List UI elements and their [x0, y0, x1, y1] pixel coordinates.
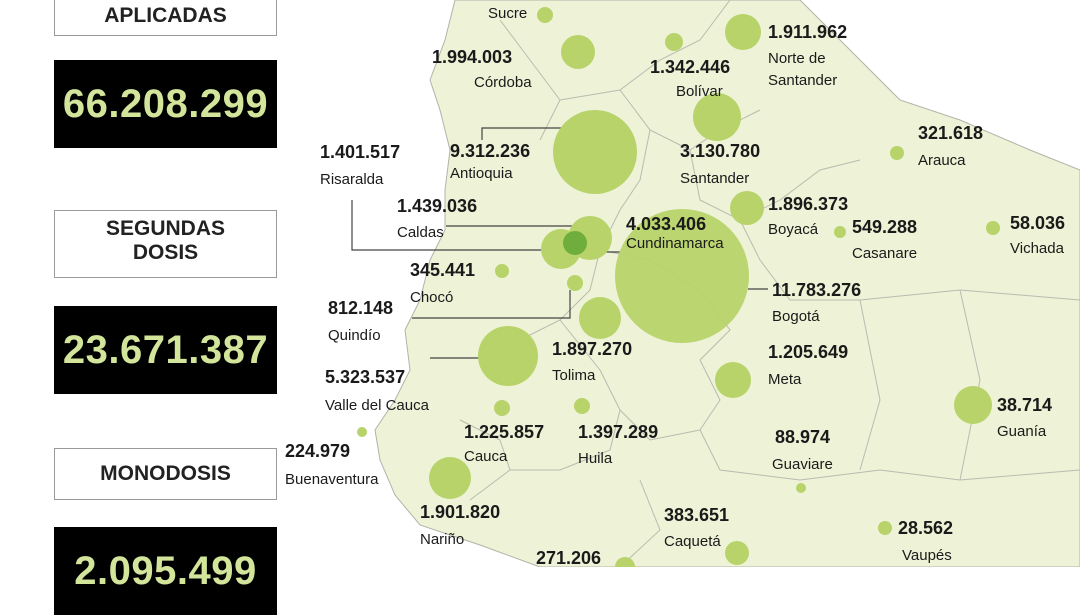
label-cordoba-name: Córdoba	[474, 74, 532, 91]
label-cordoba-value: 1.994.003	[432, 47, 512, 67]
label-guaviare-value: 88.974	[775, 427, 830, 447]
label-bogota-name: Bogotá	[772, 308, 820, 325]
label-bolivar-value: 1.342.446	[650, 57, 730, 77]
bubble-huila	[574, 398, 590, 414]
bubble-vaupes	[878, 521, 892, 535]
bubbles	[357, 7, 1000, 567]
bubble-valle	[478, 326, 538, 386]
label-vaupes-name: Vaupés	[902, 547, 952, 564]
bubble-cauca	[494, 400, 510, 416]
aplicadas-label: APLICADAS	[104, 4, 227, 27]
bubble-cordoba	[561, 35, 595, 69]
bubble-buenaventura	[357, 427, 367, 437]
stats-panel: APLICADAS 66.208.299 SEGUNDAS DOSIS 23.6…	[0, 0, 290, 615]
aplicadas-callout: APLICADAS	[54, 0, 277, 36]
bubble-overlap	[563, 231, 587, 255]
bubble-sucre	[537, 7, 553, 23]
segundas-label-line1: SEGUNDAS	[105, 217, 226, 240]
label-risaralda-name: Risaralda	[320, 171, 384, 188]
aplicadas-value: 66.208.299	[54, 60, 277, 148]
bubble-vichada	[986, 221, 1000, 235]
segundas-value: 23.671.387	[54, 306, 277, 394]
label-bogota-value: 11.783.276	[772, 280, 861, 300]
label-meta-name: Meta	[768, 371, 802, 388]
label-tolima-value: 1.897.270	[552, 339, 632, 359]
labels: Sucre 1.994.003 Córdoba 1.342.446 Bolíva…	[285, 5, 1065, 567]
label-casanare-name: Casanare	[852, 245, 917, 262]
bubble-choco	[495, 264, 509, 278]
bubble-antioquia	[553, 110, 637, 194]
segundas-callout: SEGUNDAS DOSIS	[54, 210, 277, 278]
label-antioquia-name: Antioquia	[450, 165, 513, 182]
label-narino-value: 1.901.820	[420, 502, 500, 522]
label-cauca-name: Cauca	[464, 448, 508, 465]
bubble-bogota	[615, 209, 749, 343]
label-norte-santander-name-1: Norte de	[768, 50, 826, 67]
bubble-bolivar	[693, 93, 741, 141]
label-arauca-value: 321.618	[918, 123, 983, 143]
label-putumayo-value: 271.206	[536, 548, 601, 567]
label-guania-value: 38.714	[997, 395, 1052, 415]
bubble-bolivar-small	[665, 33, 683, 51]
label-caldas-value: 1.439.036	[397, 196, 477, 216]
bubble-meta	[715, 362, 751, 398]
leader-antioquia	[481, 127, 562, 140]
label-cundinamarca-value: 4.033.406	[626, 214, 706, 234]
label-tolima-name: Tolima	[552, 367, 596, 384]
segundas-label-line2: DOSIS	[132, 241, 199, 264]
monodosis-callout: MONODOSIS	[54, 448, 277, 500]
label-caldas-name: Caldas	[397, 224, 444, 241]
label-vichada-name: Vichada	[1010, 240, 1065, 257]
label-guania-name: Guanía	[997, 423, 1047, 440]
label-quindio-value: 812.148	[328, 298, 393, 318]
label-norte-santander-value: 1.911.962	[768, 22, 847, 42]
label-antioquia-value: 9.312.236	[450, 141, 530, 161]
monodosis-label: MONODOSIS	[100, 462, 231, 485]
leader-risaralda	[351, 200, 556, 251]
label-bolivar-name: Bolívar	[676, 83, 723, 100]
label-caqueta-value: 383.651	[664, 505, 729, 525]
leader-quindio	[412, 290, 571, 319]
label-sucre-name: Sucre	[488, 5, 527, 22]
label-guaviare-name: Guaviare	[772, 456, 833, 473]
bubble-boyaca	[730, 191, 764, 225]
bubble-arauca	[890, 146, 904, 160]
bubble-tolima	[579, 297, 621, 339]
label-norte-santander-name-2: Santander	[768, 72, 837, 89]
bubble-caqueta	[725, 541, 749, 565]
label-santander-name: Santander	[680, 170, 749, 187]
bubble-guaviare	[796, 483, 806, 493]
label-meta-value: 1.205.649	[768, 342, 848, 362]
label-cundinamarca-name: Cundinamarca	[626, 235, 724, 252]
label-arauca-name: Arauca	[918, 152, 966, 169]
label-valle-value: 5.323.537	[325, 367, 405, 387]
bubble-guania	[954, 386, 992, 424]
bubble-putumayo	[615, 557, 635, 567]
colombia-map: Sucre 1.994.003 Córdoba 1.342.446 Bolíva…	[285, 0, 1080, 567]
label-cauca-value: 1.225.857	[464, 422, 544, 442]
label-casanare-value: 549.288	[852, 217, 917, 237]
label-buenaventura-value: 224.979	[285, 441, 350, 461]
bubble-narino	[429, 457, 471, 499]
bubble-casanare	[834, 226, 846, 238]
label-valle-name: Valle del Cauca	[325, 397, 430, 414]
label-choco-value: 345.441	[410, 260, 475, 280]
label-quindio-name: Quindío	[328, 327, 381, 344]
label-huila-value: 1.397.289	[578, 422, 658, 442]
label-narino-name: Nariño	[420, 531, 464, 548]
label-vichada-value: 58.036	[1010, 213, 1065, 233]
label-caqueta-name: Caquetá	[664, 533, 721, 550]
label-choco-name: Chocó	[410, 289, 453, 306]
label-risaralda-value: 1.401.517	[320, 142, 400, 162]
bubble-norte-santander	[725, 14, 761, 50]
label-huila-name: Huila	[578, 450, 613, 467]
label-santander-value: 3.130.780	[680, 141, 760, 161]
label-vaupes-value: 28.562	[898, 518, 953, 538]
bubble-quindio	[567, 275, 583, 291]
monodosis-value: 2.095.499	[54, 527, 277, 615]
label-boyaca-name: Boyacá	[768, 221, 819, 238]
label-boyaca-value: 1.896.373	[768, 194, 848, 214]
label-buenaventura-name: Buenaventura	[285, 471, 379, 488]
